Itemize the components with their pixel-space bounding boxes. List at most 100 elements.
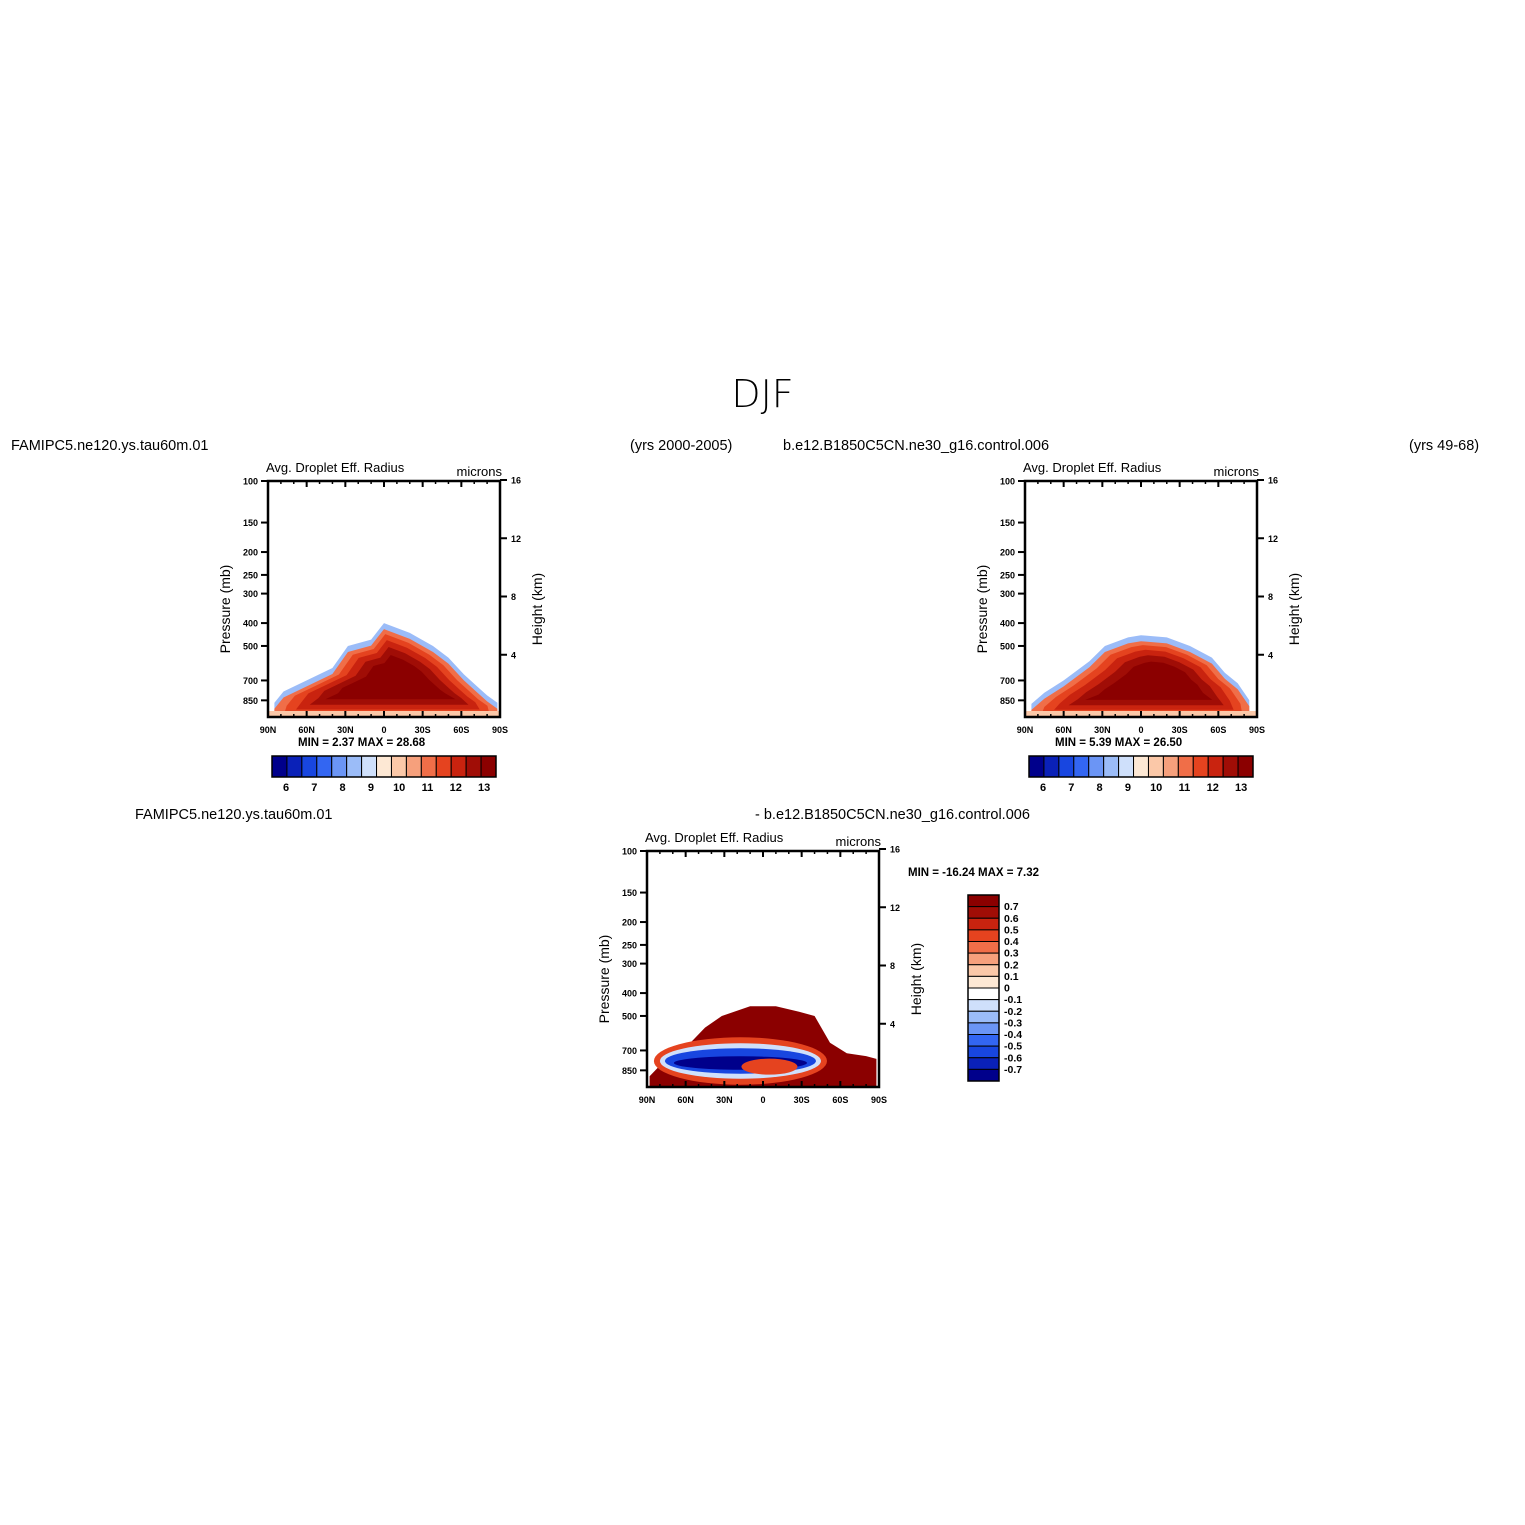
field-2	[1025, 635, 1257, 717]
y-tick-label: 400	[622, 989, 637, 999]
y-axis-label: Pressure (mb)	[217, 565, 233, 654]
panel-field-title: Avg. Droplet Eff. Radius	[1023, 460, 1162, 475]
panel-2: 90N 60N 30N 0 30S 60S 90S 100 150 200 250 300 400 500…	[974, 460, 1302, 794]
y-right-tick-label: 4	[890, 1019, 895, 1029]
colorbar-swatch	[967, 906, 1000, 919]
y-right-tick-label: 12	[511, 534, 521, 544]
colorbar-swatch	[1147, 755, 1164, 778]
colorbar-swatch	[1118, 755, 1135, 778]
x-tick-label: 90S	[492, 725, 508, 735]
colorbar-label: 9	[368, 782, 374, 794]
contour-level-5	[325, 655, 456, 700]
colorbar-label: 7	[311, 782, 317, 794]
x-tick-label: 60N	[677, 1095, 694, 1105]
y-tick-label: 850	[622, 1066, 637, 1076]
colorbar-label: -0.7	[1004, 1064, 1022, 1076]
panel1-left-caption: FAMIPC5.ne120.ys.tau60m.01	[11, 438, 209, 454]
colorbar-label: -0.3	[1004, 1017, 1022, 1029]
x-tick-label: 60N	[1055, 725, 1072, 735]
colorbar-swatch	[967, 987, 1000, 1001]
colorbar-swatch	[376, 755, 392, 778]
panel-3: 90N 60N 30N 0 30S 60S 90S 100 150 200 250 300 400 500…	[596, 830, 1039, 1105]
y-right-tick-label: 16	[1268, 476, 1278, 486]
y-tick-label: 400	[243, 619, 258, 629]
y-axis-label: Pressure (mb)	[596, 935, 612, 1024]
colorbar-swatch	[967, 1068, 1000, 1082]
y-tick-label: 250	[622, 940, 637, 950]
x-tick-label: 30S	[794, 1095, 810, 1105]
panel2-left-caption: b.e12.B1850C5CN.ne30_g16.control.006	[783, 438, 1050, 454]
colorbar-label: 8	[340, 782, 346, 794]
colorbar-swatch	[967, 952, 1000, 966]
x-tick-label: 30N	[716, 1095, 733, 1105]
y-right-tick-label: 12	[1268, 534, 1278, 544]
x-tick-label: 0	[381, 725, 386, 735]
colorbar-label: -0.4	[1004, 1029, 1022, 1041]
colorbar-frame	[1028, 755, 1254, 778]
colorbar-label: 0.5	[1004, 924, 1019, 936]
y-tick-label: 700	[1000, 676, 1015, 686]
colorbar-swatch	[967, 1057, 1000, 1070]
field-1	[268, 623, 500, 717]
colorbar-swatch	[967, 1010, 1000, 1024]
contour-level-5	[1085, 661, 1213, 700]
colorbar-swatch	[967, 964, 1000, 977]
colorbar-swatch	[405, 755, 422, 778]
colorbar-label: 13	[1235, 782, 1247, 794]
y-right-tick-label: 8	[511, 592, 516, 602]
y-tick-label: 400	[1000, 619, 1015, 629]
y-tick-label: 200	[243, 548, 258, 558]
colorbar-swatch	[1028, 755, 1045, 778]
y-tick-label: 850	[243, 696, 258, 706]
page-title: DJF	[731, 372, 794, 416]
colorbar-swatch	[1133, 755, 1149, 778]
colorbar-label: -0.1	[1004, 994, 1022, 1006]
x-tick-label: 30S	[415, 725, 431, 735]
y-tick-label: 150	[243, 518, 258, 528]
colorbar-swatch	[331, 755, 348, 778]
y-right-axis-label: Height (km)	[529, 573, 545, 645]
colorbar-swatch	[967, 894, 1000, 908]
y-right-tick-label: 16	[890, 845, 900, 855]
colorbar-label: 13	[478, 782, 490, 794]
y-tick-label: 300	[622, 959, 637, 969]
colorbar-label: 6	[283, 782, 289, 794]
colorbar-label: 9	[1125, 782, 1131, 794]
y-right-tick-label: 4	[1268, 650, 1273, 660]
colorbar-label: 12	[1207, 782, 1219, 794]
colorbar-swatch	[271, 755, 288, 778]
colorbar-swatch	[967, 999, 1000, 1012]
colorbar-swatch	[286, 755, 303, 778]
panel-field-title: Avg. Droplet Eff. Radius	[645, 830, 784, 845]
colorbar-label: 0.4	[1004, 936, 1019, 948]
colorbar-swatch	[1088, 755, 1105, 778]
panel-1: 90N 60N 30N 0 30S 60S 90S 100 150 200 250 300 400 500…	[217, 460, 545, 794]
colorbar-swatch	[1222, 755, 1239, 778]
y-tick-label: 200	[1000, 548, 1015, 558]
x-tick-label: 90N	[260, 725, 277, 735]
min-max-label: MIN = 2.37 MAX = 28.68	[298, 737, 426, 749]
x-tick-label: 30S	[1172, 725, 1188, 735]
y-tick-label: 500	[1000, 641, 1015, 651]
colorbar-label: 0.2	[1004, 959, 1019, 971]
colorbar-swatch	[1177, 755, 1194, 778]
y-axis-label: Pressure (mb)	[974, 565, 990, 654]
colorbar-swatch	[390, 755, 407, 778]
field-3	[649, 1006, 877, 1087]
y-tick-label: 850	[1000, 696, 1015, 706]
colorbar-swatch	[450, 755, 467, 778]
colorbar-label: 0.3	[1004, 948, 1019, 960]
colorbar-swatch	[480, 755, 497, 778]
colorbar-swatch	[1073, 755, 1090, 778]
y-tick-label: 700	[622, 1046, 637, 1056]
y-right-tick-label: 4	[511, 650, 516, 660]
colorbar-swatch	[967, 1022, 1000, 1035]
colorbar-label: -0.5	[1004, 1041, 1022, 1053]
colorbar-swatch	[301, 755, 318, 778]
x-tick-label: 30N	[1094, 725, 1111, 735]
y-tick-label: 100	[243, 477, 258, 487]
panel3-left-caption: FAMIPC5.ne120.ys.tau60m.01	[135, 807, 333, 823]
y-tick-label: 300	[1000, 589, 1015, 599]
colorbar-swatch	[1058, 755, 1075, 778]
